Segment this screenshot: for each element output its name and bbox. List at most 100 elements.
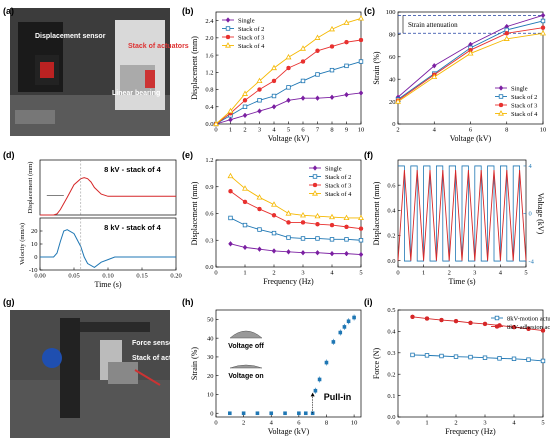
data-point-b-1 — [358, 59, 364, 64]
y-axis-label: Displacement (mm) — [190, 181, 199, 245]
photo-g-label-2: Stack of actuators — [132, 355, 193, 362]
data-point-i-0 — [526, 357, 531, 362]
data-point-b-0 — [271, 103, 277, 110]
series-line-i-1 — [412, 316, 544, 331]
x-tick-label: 4 — [512, 420, 516, 427]
data-point-b-2 — [329, 44, 335, 49]
x-tick-label: 2 — [242, 420, 245, 427]
data-point-i-1 — [468, 320, 473, 326]
x-tick-label: 1 — [422, 270, 425, 277]
photo-a-label-3: Linear bearing — [112, 90, 160, 97]
data-point-e-0 — [242, 244, 248, 251]
data-point-b-3 — [300, 45, 306, 51]
data-point-b-1 — [242, 104, 248, 109]
x-tick-label: 8 — [330, 127, 333, 134]
data-point-c-0 — [540, 12, 546, 19]
data-point-e-1 — [228, 215, 233, 221]
legend-entry-c: Stack of 4 — [511, 111, 538, 118]
y-tick-label: 1.2 — [205, 70, 213, 77]
y-tick-label: 10 — [207, 392, 214, 399]
y-tick-label: 0.2 — [387, 233, 395, 240]
legend-entry-e: Stack of 3 — [325, 182, 351, 189]
data-point-b-3 — [329, 25, 335, 32]
data-point-i-1 — [424, 316, 430, 321]
data-point-e-1 — [344, 237, 349, 242]
legend-entry-b: Stack of 4 — [238, 43, 265, 50]
x-tick-label: 1 — [425, 420, 428, 427]
data-point-i-0 — [497, 356, 502, 361]
data-point-i-1 — [482, 321, 488, 327]
data-point-b-0 — [344, 91, 349, 98]
y-tick-label: 0.6 — [205, 211, 214, 218]
data-point-i-0 — [468, 354, 473, 360]
data-point-e-2 — [300, 220, 306, 225]
data-point-e-3 — [285, 210, 292, 216]
x-tick-label: 0 — [396, 420, 399, 427]
y-tick-label: 1.6 — [205, 52, 214, 59]
data-point-c-3 — [503, 35, 510, 41]
velocity-curve — [40, 229, 176, 268]
data-point-b-2 — [344, 39, 349, 45]
legend-marker-e — [312, 182, 318, 188]
data-point-c-1 — [540, 18, 546, 24]
chart-h: 0 2 4 6 8 10 0 10 20 30 40 50 Voltage (kV) Strain (%)… — [190, 309, 362, 436]
data-point-h — [342, 325, 347, 329]
x-axis-label: Time (s) — [94, 280, 121, 289]
data-point-b-3 — [227, 107, 234, 114]
panel-label-e: (e) — [182, 150, 193, 160]
x-tick-label: 10 — [358, 127, 365, 134]
x-tick-label: 1 — [229, 127, 232, 134]
chart-d-bottom: 0.00 0.05 0.10 0.15 0.20 -10 0 10 20 Time (s) Velo… — [19, 217, 182, 289]
legend-entry-b: Single — [238, 17, 255, 24]
data-point-h — [346, 319, 351, 324]
data-point-e-2 — [329, 222, 335, 228]
y-tick-label: 0.4 — [205, 104, 214, 111]
data-point-e-3 — [329, 213, 335, 220]
x-tick-label: 2 — [454, 420, 457, 427]
data-point-b-3 — [213, 120, 219, 127]
data-point-b-1 — [286, 85, 291, 90]
data-point-b-3 — [285, 53, 292, 60]
data-point-b-3 — [358, 15, 364, 21]
legend-marker-e — [312, 165, 318, 171]
x-tick-label: 0.05 — [68, 273, 79, 280]
chart-b: 0 1 2 3 4 5 6 7 8 9 10 0.0 0.4 0.8 1.2 1.6 2.0 2.4 Voltage… — [190, 11, 365, 143]
data-point-e-3 — [314, 212, 321, 219]
data-point-c-3 — [467, 50, 474, 56]
data-point-b-3 — [256, 77, 263, 84]
x-axis-label: Voltage (kV) — [268, 427, 310, 436]
y-tick-label: -10 — [29, 267, 38, 274]
x-tick-label: 4 — [433, 127, 437, 134]
photo-a-label-1: Displacement sensor — [35, 33, 106, 40]
panel-label-b: (b) — [182, 6, 194, 16]
plot-frame-h — [215, 309, 362, 418]
legend-marker-c — [498, 85, 504, 91]
panel-label-d: (d) — [3, 150, 15, 160]
data-point-h — [228, 411, 232, 416]
y-tick-label: 0.9 — [205, 184, 213, 191]
x-tick-label: 3 — [258, 127, 261, 134]
y-axis-label: Strain (%) — [372, 51, 381, 84]
data-point-e-1 — [329, 237, 335, 242]
y-tick-label: 40 — [207, 335, 214, 342]
data-point-b-0 — [242, 112, 248, 119]
y-tick-label: 0 — [392, 121, 395, 128]
y-axis-label: Displacement (mm) — [27, 162, 34, 214]
voltage-on-label: Voltage on — [228, 373, 263, 380]
x-tick-label: 10 — [351, 420, 358, 427]
photo-g: Force sensor Stack of actuators — [10, 310, 193, 438]
data-point-h — [313, 388, 318, 393]
y-tick-label: 80 — [389, 32, 396, 39]
data-point-i-0 — [511, 356, 517, 361]
data-point-e-0 — [300, 249, 306, 256]
data-point-c-2 — [540, 25, 546, 30]
x-tick-label: 8 — [505, 127, 508, 134]
data-point-h — [241, 411, 246, 416]
voltage-off-label: Voltage off — [228, 343, 264, 350]
x-tick-label: 5 — [541, 420, 544, 427]
y-tick-label: 30 — [207, 354, 214, 361]
plot-frame-d-top — [39, 159, 177, 216]
y-tick-label: 0 — [34, 254, 37, 261]
chart-i: 0 1 2 3 4 5 0.0 0.1 0.2 0.3 0.4 0.5 Frequency (Hz) Fo… — [372, 307, 550, 436]
